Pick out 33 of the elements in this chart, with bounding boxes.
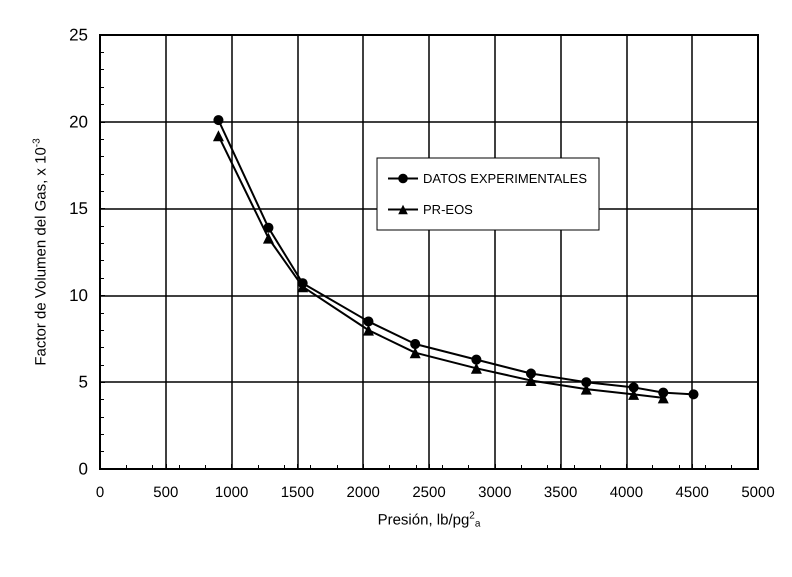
x-tick-label: 4500 xyxy=(676,484,709,501)
y-tick-label: 5 xyxy=(78,372,88,392)
point xyxy=(262,232,274,244)
point xyxy=(362,324,374,336)
x-tick-label: 0 xyxy=(96,484,104,501)
x-tick-label: 5000 xyxy=(741,484,775,501)
x-tick-label: 500 xyxy=(153,484,178,501)
point xyxy=(410,339,420,350)
x-tick-label: 3500 xyxy=(544,484,578,501)
legend-label: PR-EOS xyxy=(423,202,474,217)
y-tick-label: 0 xyxy=(78,460,88,478)
point xyxy=(471,354,482,365)
legend-label: DATOS EXPERIMENTALES xyxy=(423,171,588,186)
y-tick-label: 25 xyxy=(69,26,88,44)
y-tick-label: 10 xyxy=(69,286,88,305)
point xyxy=(213,115,224,126)
point xyxy=(263,222,274,233)
point xyxy=(410,347,421,358)
point xyxy=(688,389,699,400)
x-tick-label: 2000 xyxy=(346,484,380,501)
x-tick-label: 3000 xyxy=(478,484,512,501)
x-tick-label: 4000 xyxy=(610,484,644,501)
point xyxy=(526,368,536,379)
x-tick-label: 2500 xyxy=(412,484,446,501)
x-tick-label: 1000 xyxy=(214,484,248,501)
x-tick-label: 1500 xyxy=(280,484,314,501)
y-tick-label: 20 xyxy=(69,112,88,132)
y-tick-label: 15 xyxy=(69,199,88,218)
point xyxy=(581,377,592,388)
point xyxy=(363,316,374,326)
point xyxy=(628,382,639,392)
point xyxy=(212,130,224,142)
y-axis-title: Factor de Volumen del Gas, x 10-3 xyxy=(32,138,50,366)
